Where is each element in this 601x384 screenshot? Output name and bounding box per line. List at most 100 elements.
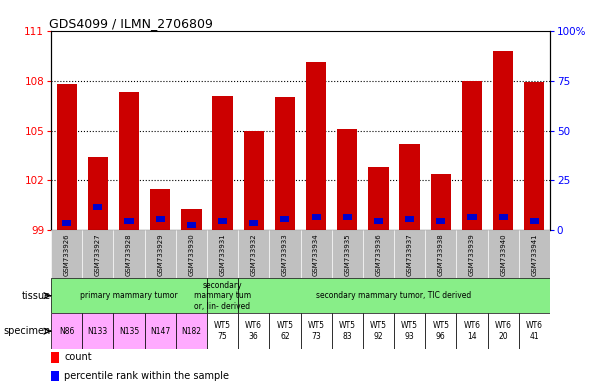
Bar [212,96,233,230]
Bar [82,230,114,278]
Text: GSM733930: GSM733930 [188,233,194,276]
Text: WT6
20: WT6 20 [495,321,511,341]
Text: percentile rank within the sample: percentile rank within the sample [64,371,230,381]
Text: N135: N135 [119,327,139,336]
Text: GSM733935: GSM733935 [344,233,350,276]
Text: N147: N147 [150,327,170,336]
Bar [182,209,201,230]
Text: GSM733929: GSM733929 [157,233,163,276]
Bar [269,313,300,349]
Bar [51,371,59,381]
Bar [124,218,133,224]
Bar [332,230,363,278]
Text: N182: N182 [182,327,201,336]
Bar [436,218,445,224]
Bar [207,313,238,349]
Bar [275,97,295,230]
Bar [56,84,77,230]
Text: WT6
41: WT6 41 [526,321,543,341]
Bar [187,222,196,228]
Bar [431,174,451,230]
Text: WT5
75: WT5 75 [214,321,231,341]
Bar [332,313,363,349]
Bar [426,230,456,278]
Text: WT5
92: WT5 92 [370,321,387,341]
Text: N133: N133 [88,327,108,336]
Bar [529,218,539,224]
Bar [405,217,414,222]
Text: GSM733927: GSM733927 [95,233,101,276]
Text: GSM733928: GSM733928 [126,233,132,276]
Bar [119,92,139,230]
Bar [519,313,550,349]
Bar [519,230,550,278]
Bar [238,278,550,313]
Bar [93,204,102,210]
Text: secondary mammary tumor, TIC derived: secondary mammary tumor, TIC derived [316,291,472,300]
Text: GSM733931: GSM733931 [219,233,225,276]
Text: GSM733936: GSM733936 [376,233,382,276]
Text: GSM733934: GSM733934 [313,233,319,276]
Text: GSM733941: GSM733941 [531,233,537,276]
Text: GDS4099 / ILMN_2706809: GDS4099 / ILMN_2706809 [49,17,213,30]
Text: WT5
93: WT5 93 [401,321,418,341]
Bar [82,313,114,349]
Bar [51,230,82,278]
Text: N86: N86 [59,327,75,336]
Bar [207,230,238,278]
Bar [300,230,332,278]
Bar [176,230,207,278]
Bar [176,313,207,349]
Bar [487,230,519,278]
Text: GSM733939: GSM733939 [469,233,475,276]
Bar [468,214,477,220]
Bar [145,313,176,349]
Bar [363,313,394,349]
Text: primary mammary tumor: primary mammary tumor [80,291,178,300]
Bar [368,167,389,230]
Text: GSM733938: GSM733938 [438,233,444,276]
Text: specimen: specimen [3,326,50,336]
Text: GSM733932: GSM733932 [251,233,257,276]
Bar [51,352,59,362]
Bar [249,220,258,226]
Text: WT6
14: WT6 14 [463,321,480,341]
Bar [487,313,519,349]
Text: WT5
83: WT5 83 [339,321,356,341]
Bar [238,313,269,349]
Bar [374,218,383,224]
Bar [343,214,352,220]
Bar [243,131,264,230]
Bar [394,230,426,278]
Text: count: count [64,353,92,362]
Text: GSM733933: GSM733933 [282,233,288,276]
Bar [462,81,482,230]
Bar [456,230,487,278]
Bar [269,230,300,278]
Bar [300,313,332,349]
Bar [207,278,238,313]
Bar [150,189,170,230]
Bar [51,313,82,349]
Bar [456,313,487,349]
Bar [306,62,326,230]
Text: GSM733940: GSM733940 [500,233,506,276]
Bar [524,82,545,230]
Text: WT5
73: WT5 73 [308,321,325,341]
Bar [499,214,508,220]
Bar [88,157,108,230]
Bar [394,313,426,349]
Bar [363,230,394,278]
Text: GSM733926: GSM733926 [64,233,70,276]
Text: secondary
mammary tum
or, lin- derived: secondary mammary tum or, lin- derived [194,281,251,311]
Bar [62,220,72,226]
Bar [51,278,207,313]
Bar [280,217,290,222]
Bar [218,218,227,224]
Bar [114,313,145,349]
Text: WT5
96: WT5 96 [432,321,450,341]
Bar [238,230,269,278]
Bar [400,144,419,230]
Bar [145,230,176,278]
Text: WT6
36: WT6 36 [245,321,262,341]
